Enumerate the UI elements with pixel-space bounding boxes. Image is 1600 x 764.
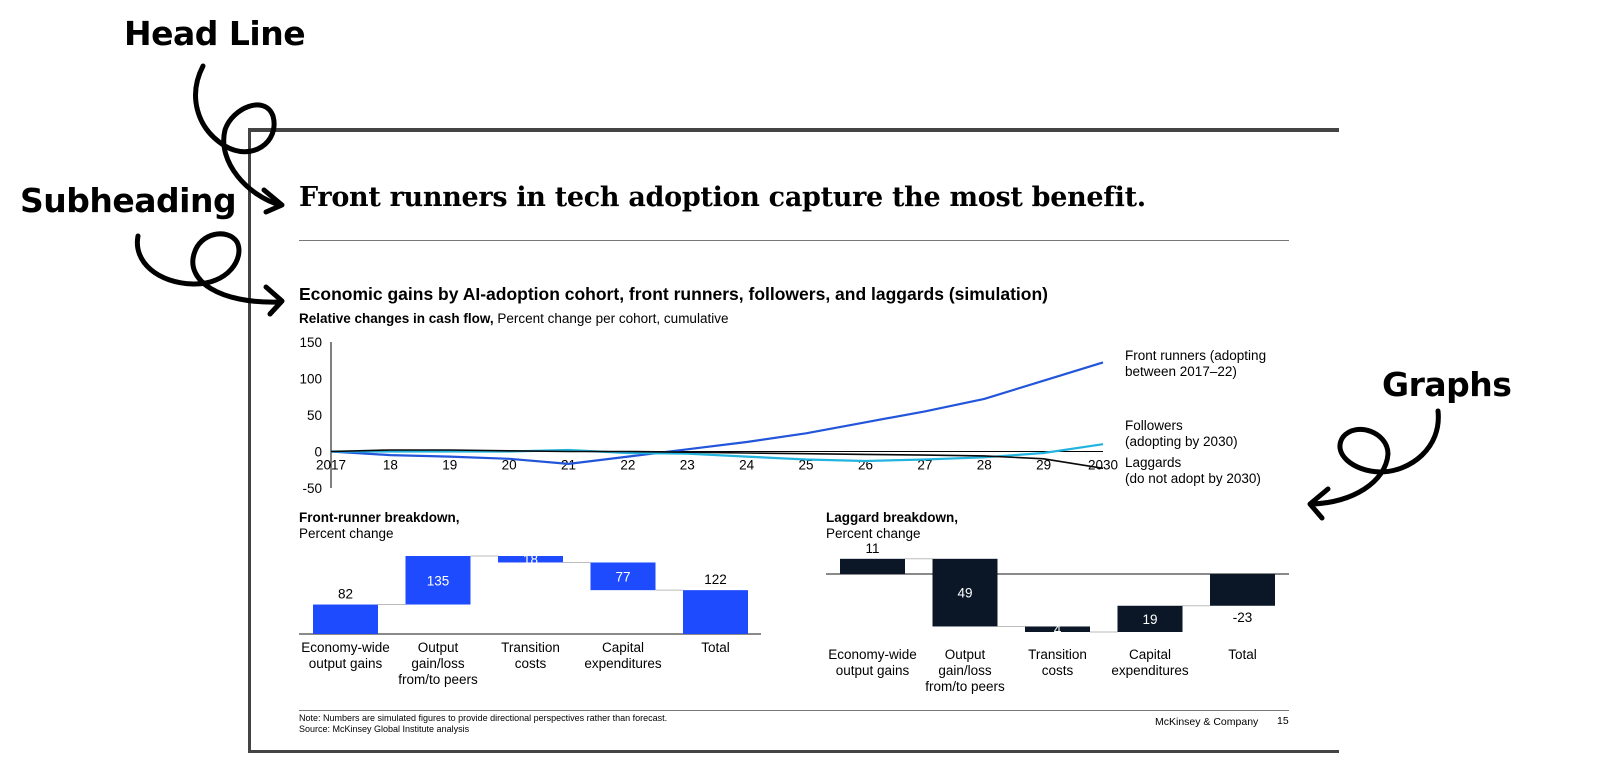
y-tick-label: 50	[307, 408, 322, 423]
waterfall-category-label: Output	[418, 640, 459, 655]
waterfall-category-label: Total	[1228, 647, 1257, 662]
x-tick-label: 2017	[316, 458, 346, 473]
waterfall-category-label: Total	[701, 640, 730, 655]
x-tick-label: 18	[383, 458, 398, 473]
waterfall-category-label: Economy-wide	[828, 647, 917, 662]
annotation-graphs: Graphs	[1382, 365, 1512, 404]
headline-divider	[299, 240, 1289, 241]
waterfall-category-label: costs	[515, 656, 547, 671]
waterfall-category-label: Output	[945, 647, 986, 662]
front-breakdown-title: Front-runner breakdown,	[299, 510, 460, 525]
annotation-subheading: Subheading	[20, 181, 237, 220]
waterfall-value-label: 135	[427, 573, 450, 588]
series-line	[331, 443, 1104, 463]
waterfall-category-label: from/to peers	[398, 672, 478, 687]
waterfall-bar	[405, 556, 471, 605]
series-label: Front runners (adopting	[1125, 348, 1266, 363]
series-label: (adopting by 2030)	[1125, 434, 1238, 449]
annotation-headline: Head Line	[124, 14, 306, 53]
chart-subtitle: Relative changes in cash flow, Percent c…	[299, 311, 728, 326]
waterfall-bar	[590, 562, 656, 591]
waterfall-category-label: output gains	[309, 656, 383, 671]
x-tick-label: 23	[680, 458, 695, 473]
waterfall-bar	[498, 556, 563, 563]
x-tick-label: 26	[858, 458, 873, 473]
front-breakdown-heading: Front-runner breakdown, Percent change	[299, 510, 460, 542]
waterfall-value-label: 19	[1142, 612, 1157, 627]
series-label: (do not adopt by 2030)	[1125, 471, 1261, 486]
x-tick-label: 22	[620, 458, 635, 473]
waterfall-value-label: 18	[523, 552, 538, 567]
waterfall-value-label: 77	[615, 569, 630, 584]
chart-title: Economic gains by AI-adoption cohort, fr…	[299, 284, 1048, 304]
x-tick-label: 21	[561, 458, 576, 473]
waterfall-value-label: 82	[338, 587, 353, 602]
series-line	[330, 361, 1104, 465]
brand-name: McKinsey & Company	[1155, 716, 1259, 728]
series-label: Laggards	[1125, 455, 1182, 470]
laggard-breakdown-sub: Percent change	[826, 526, 921, 541]
series-label: Followers	[1125, 418, 1183, 433]
waterfall-category-label: Capital	[602, 640, 644, 655]
waterfall-bar	[1025, 626, 1090, 632]
waterfall-bar	[1117, 605, 1183, 632]
y-tick-label: 100	[299, 372, 322, 387]
y-tick-label: 150	[299, 335, 322, 350]
waterfall-category-label: Transition	[501, 640, 560, 655]
y-tick-label: -50	[302, 481, 322, 496]
waterfall-bar	[1210, 574, 1275, 606]
slide: Front runners in tech adoption capture t…	[248, 128, 1339, 753]
waterfall-category-label: costs	[1042, 663, 1074, 678]
chart-subtitle-bold: Relative changes in cash flow,	[299, 311, 494, 326]
waterfall-category-label: gain/loss	[411, 656, 465, 671]
waterfall-category-label: from/to peers	[925, 679, 1005, 694]
x-tick-label: 28	[977, 458, 992, 473]
laggard-breakdown-title: Laggard breakdown,	[826, 510, 959, 525]
series-line	[330, 449, 1104, 470]
page-number: 15	[1277, 715, 1289, 727]
x-tick-label: 24	[739, 458, 755, 473]
waterfall-value-label: 4	[1054, 622, 1062, 637]
chart-subtitle-rest: Percent change per cohort, cumulative	[493, 311, 729, 326]
waterfall-category-label: Economy-wide	[301, 640, 390, 655]
y-tick-label: 0	[314, 445, 322, 460]
waterfall-bar	[840, 558, 905, 574]
x-tick-label: 2030	[1088, 458, 1118, 473]
x-tick-label: 27	[917, 458, 932, 473]
waterfall-bar	[313, 604, 378, 634]
charts-canvas: 150 100 50 0 -50 2017 18 19 20 21 22 23 24 25 26 27 28 29…	[299, 335, 1289, 694]
x-tick-label: 20	[502, 458, 517, 473]
footer-divider	[299, 710, 1289, 711]
waterfall-value-label: -23	[1233, 610, 1253, 625]
footnote-source: Source: McKinsey Global Institute analys…	[299, 724, 470, 734]
waterfall-value-label: 122	[704, 572, 727, 587]
waterfall-value-label: 11	[865, 541, 879, 556]
laggard-breakdown-heading: Laggard breakdown, Percent change	[826, 510, 958, 542]
footnote-note: Note: Numbers are simulated figures to p…	[299, 713, 668, 723]
waterfall-category-label: output gains	[836, 663, 910, 678]
waterfall-category-label: expenditures	[584, 656, 662, 671]
x-tick-label: 19	[442, 458, 457, 473]
waterfall-category-label: Capital	[1129, 647, 1171, 662]
x-tick-label: 25	[799, 458, 814, 473]
waterfall-category-label: gain/loss	[938, 663, 992, 678]
x-tick-label: 29	[1036, 458, 1051, 473]
waterfall-value-label: 49	[957, 586, 972, 601]
front-breakdown-sub: Percent change	[299, 526, 394, 541]
series-label: between 2017–22)	[1125, 364, 1237, 379]
waterfall-category-label: Transition	[1028, 647, 1087, 662]
footnote: Note: Numbers are simulated figures to p…	[299, 713, 667, 735]
waterfall-bar	[683, 590, 748, 634]
slide-headline: Front runners in tech adoption capture t…	[299, 182, 1146, 213]
waterfall-category-label: expenditures	[1111, 663, 1189, 678]
waterfall-bar	[932, 558, 998, 627]
